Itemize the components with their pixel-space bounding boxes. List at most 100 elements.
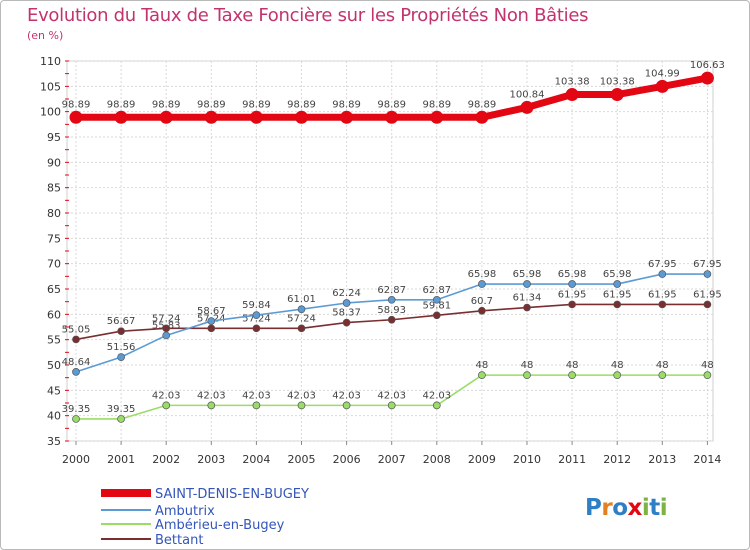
y-tick-label: 75 bbox=[47, 232, 61, 245]
series-point-0 bbox=[295, 110, 308, 124]
x-tick-label: 2000 bbox=[62, 453, 90, 466]
series-point-0 bbox=[700, 71, 714, 85]
y-tick-label: 90 bbox=[47, 156, 61, 169]
series-point-2 bbox=[297, 401, 306, 410]
y-axis-unit-label: (en %) bbox=[27, 29, 64, 42]
y-tick-label: 55 bbox=[47, 334, 61, 347]
x-tick-label: 2010 bbox=[513, 453, 541, 466]
y-tick-label: 50 bbox=[47, 359, 61, 372]
series-point-3 bbox=[523, 303, 531, 312]
series-point-3 bbox=[613, 300, 622, 309]
y-tick-label: 70 bbox=[47, 258, 61, 271]
series-point-2 bbox=[523, 371, 531, 379]
data-label-0: 98.89 bbox=[468, 99, 497, 110]
data-label-1: 62.87 bbox=[377, 285, 406, 296]
series-point-2 bbox=[252, 401, 261, 410]
series-point-1 bbox=[387, 295, 396, 304]
data-label-3: 58.93 bbox=[377, 305, 406, 316]
series-point-0 bbox=[249, 110, 263, 124]
x-tick-label: 2009 bbox=[468, 453, 496, 466]
data-label-2: 48 bbox=[656, 360, 669, 371]
proxiti-logo: Proxiti bbox=[585, 495, 668, 521]
data-label-0: 106.63 bbox=[690, 60, 725, 71]
data-label-3: 59.81 bbox=[422, 300, 451, 311]
series-point-1 bbox=[703, 270, 712, 278]
series-point-0 bbox=[475, 110, 489, 124]
series-point-0 bbox=[159, 110, 173, 124]
series-point-1 bbox=[207, 317, 216, 325]
data-label-2: 42.03 bbox=[332, 390, 361, 401]
x-tick-label: 2013 bbox=[648, 453, 676, 466]
series-point-1 bbox=[72, 368, 80, 376]
logo-letter: o bbox=[612, 495, 628, 521]
data-label-2: 48 bbox=[701, 360, 714, 371]
y-tick-label: 95 bbox=[47, 131, 61, 144]
logo-letter: x bbox=[627, 495, 643, 521]
data-label-3: 61.95 bbox=[558, 289, 587, 300]
series-point-1 bbox=[568, 280, 576, 288]
y-tick-label: 45 bbox=[47, 384, 61, 397]
plot-area bbox=[66, 60, 714, 442]
data-label-3: 61.95 bbox=[693, 289, 722, 300]
data-label-0: 103.38 bbox=[600, 77, 635, 88]
series-point-0 bbox=[610, 88, 624, 102]
data-label-0: 98.89 bbox=[62, 99, 91, 110]
data-label-1: 55.83 bbox=[152, 320, 181, 331]
data-label-1: 59.84 bbox=[242, 300, 271, 311]
series-point-3 bbox=[207, 324, 216, 333]
y-tick-label: 100 bbox=[40, 106, 61, 119]
data-label-0: 98.89 bbox=[107, 99, 136, 110]
data-label-3: 61.95 bbox=[648, 289, 677, 300]
series-point-3 bbox=[297, 324, 306, 333]
series-point-1 bbox=[342, 299, 351, 307]
series-point-3 bbox=[117, 327, 125, 336]
x-tick-label: 2002 bbox=[152, 453, 180, 466]
data-label-2: 39.35 bbox=[62, 404, 91, 415]
series-point-0 bbox=[340, 110, 354, 124]
data-label-3: 58.37 bbox=[332, 308, 361, 319]
data-label-3: 55.05 bbox=[62, 324, 91, 335]
series-point-3 bbox=[252, 324, 261, 333]
series-point-3 bbox=[658, 300, 667, 309]
series-point-2 bbox=[613, 371, 622, 379]
y-tick-label: 110 bbox=[40, 55, 61, 68]
y-tick-label: 85 bbox=[47, 182, 61, 195]
series-point-1 bbox=[297, 305, 306, 314]
data-label-1: 62.87 bbox=[422, 285, 451, 296]
data-label-1: 48.64 bbox=[62, 357, 91, 368]
series-point-2 bbox=[387, 401, 396, 410]
series-point-1 bbox=[613, 280, 622, 288]
data-label-0: 98.89 bbox=[287, 99, 316, 110]
data-label-2: 39.35 bbox=[107, 404, 136, 415]
series-point-2 bbox=[117, 415, 125, 423]
data-label-2: 42.03 bbox=[287, 390, 316, 401]
data-label-2: 48 bbox=[476, 360, 489, 371]
series-point-1 bbox=[252, 311, 261, 319]
series-point-3 bbox=[478, 306, 486, 315]
series-point-2 bbox=[432, 401, 441, 410]
legend-label-3: Bettant bbox=[155, 533, 203, 548]
series-point-3 bbox=[387, 315, 396, 324]
y-tick-label: 35 bbox=[47, 435, 61, 448]
data-label-0: 98.89 bbox=[422, 99, 451, 110]
data-label-1: 62.24 bbox=[332, 288, 361, 299]
data-label-1: 65.98 bbox=[468, 269, 497, 280]
x-tick-label: 2003 bbox=[197, 453, 225, 466]
data-label-0: 98.89 bbox=[242, 99, 271, 110]
series-point-1 bbox=[432, 295, 441, 304]
data-label-2: 48 bbox=[521, 360, 534, 371]
series-point-2 bbox=[207, 401, 216, 410]
y-tick-label: 60 bbox=[47, 308, 61, 321]
data-label-0: 98.89 bbox=[152, 99, 181, 110]
data-label-2: 48 bbox=[566, 360, 579, 371]
data-label-3: 57.24 bbox=[152, 313, 181, 324]
series-point-0 bbox=[430, 110, 444, 124]
series-point-1 bbox=[117, 353, 125, 361]
legend-label-1: Ambutrix bbox=[155, 504, 215, 519]
logo-letter: i bbox=[641, 495, 650, 521]
data-label-2: 42.03 bbox=[152, 390, 181, 401]
chart-title: Evolution du Taux de Taxe Foncière sur l… bbox=[27, 5, 589, 26]
series-point-2 bbox=[162, 401, 171, 410]
